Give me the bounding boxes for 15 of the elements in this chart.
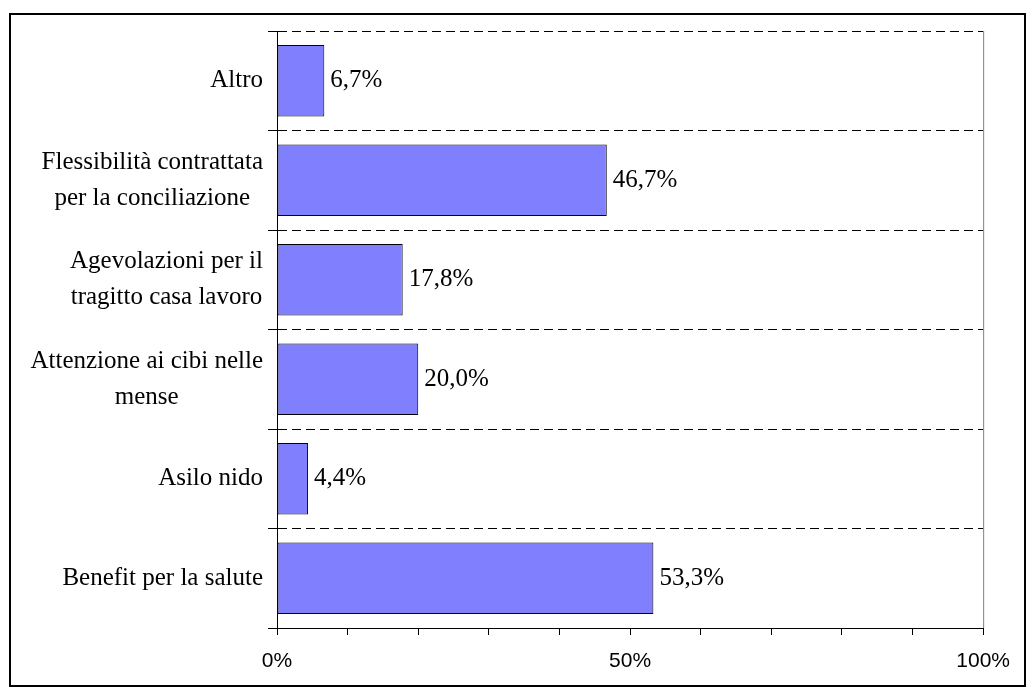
y-tick-label: Attenzione ai cibi nelle mense [30,345,263,409]
y-tick-label: Flessibilità contrattata per la conciliazione [41,146,264,210]
data-label: 6,7% [330,65,383,93]
x-tick-label: 50% [609,648,652,672]
data-label: 53,3% [659,562,724,590]
y-tick-label: Asilo nido [158,463,263,491]
data-label: 46,7% [612,164,678,192]
y-tick-label: Altro [210,65,264,93]
x-tick-label: 100% [956,648,1010,672]
data-label: 4,4% [314,463,367,491]
y-tick-label: Benefit per la salute [62,562,264,590]
y-tick-label: Agevolazioni per il tragitto casa lavoro [70,246,264,310]
data-label: 17,8% [408,264,474,292]
data-label: 20,0% [424,363,489,391]
x-tick-label: 0% [261,648,293,672]
